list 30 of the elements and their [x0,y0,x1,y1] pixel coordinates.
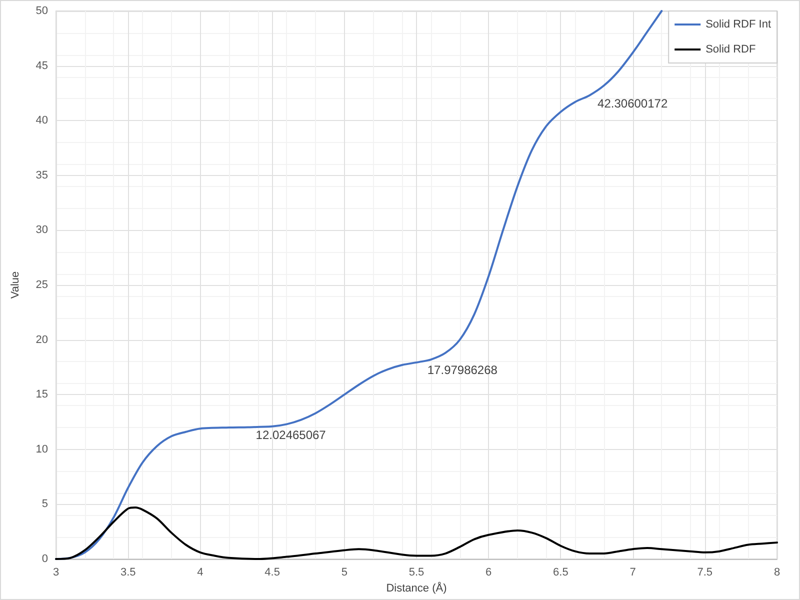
y-tick-label: 25 [36,279,48,291]
x-tick-label: 3 [52,566,60,578]
y-tick-label: 0 [42,553,48,565]
y-tick-label: 50 [36,5,48,17]
x-tick-label: 4.5 [264,566,280,578]
y-tick-label: 5 [42,498,48,510]
y-tick-label: 15 [36,388,48,401]
y-axis-title: Value [10,271,22,299]
y-tick-label: 35 [36,169,48,182]
x-tick-label: 5.5 [408,566,424,578]
legend-label: Solid RDF Int [706,18,772,30]
x-tick-label: 8 [774,566,780,578]
x-tick-label: 7.5 [697,566,713,578]
x-axis-title: Distance (Å) [386,581,447,594]
annotation: 12.02465067 [256,428,326,442]
line-series [55,506,778,560]
y-tick-label: 45 [36,60,48,72]
x-tick-label: 6.5 [553,566,568,578]
x-tick-label: 4 [197,566,204,578]
legend-label: Solid RDF [706,44,756,56]
y-tick-label: 40 [36,114,48,127]
x-tick-label: 7 [630,566,636,578]
x-tick-label: 6 [486,566,492,578]
annotation: 42.30600172 [598,96,668,110]
x-tick-label: 3.5 [120,566,136,578]
y-tick-label: 30 [36,224,48,236]
y-tick-label: 20 [36,334,48,346]
x-tick-label: 5 [341,566,348,578]
annotation: 17.97986268 [427,362,498,377]
y-tick-label: 10 [36,443,48,456]
